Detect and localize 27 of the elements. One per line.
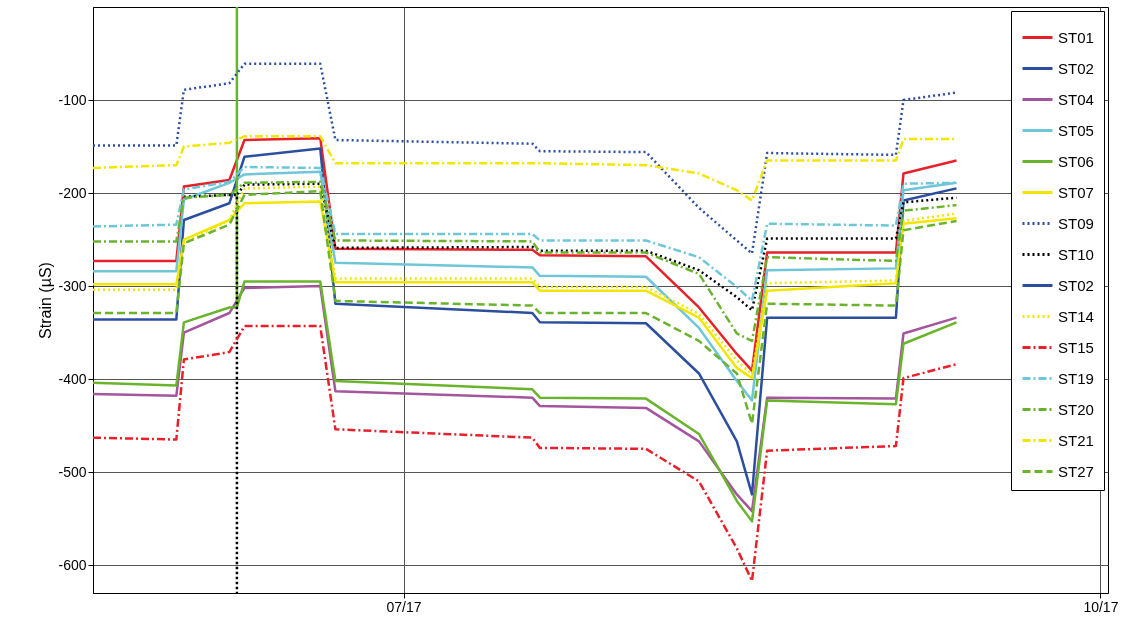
x-tick-label: 10/17	[1083, 598, 1119, 615]
legend-label: ST20	[1058, 400, 1094, 418]
legend-label: ST06	[1058, 152, 1094, 170]
y-tick-label: -400	[58, 370, 87, 387]
line-series	[93, 62, 958, 255]
legend-label: ST21	[1058, 431, 1094, 449]
legend-label: ST04	[1058, 90, 1094, 108]
y-tick-label: -600	[58, 556, 87, 573]
legend-label: ST15	[1058, 338, 1094, 356]
legend-label: ST01	[1058, 28, 1094, 46]
legend-label: ST27	[1058, 462, 1094, 480]
y-axis-title: Strain (µS)	[37, 262, 55, 339]
x-tick-label: 07/17	[386, 598, 422, 615]
legend-label: ST10	[1058, 245, 1094, 263]
line-series	[93, 7, 958, 523]
y-tick-label: -300	[58, 277, 87, 294]
legend-label: ST09	[1058, 214, 1094, 232]
legend-label: ST05	[1058, 121, 1094, 139]
legend-label: ST14	[1058, 307, 1094, 325]
line-series	[93, 324, 958, 583]
y-tick-label: -500	[58, 463, 87, 480]
legend-label: ST19	[1058, 369, 1094, 387]
legend-label: ST02	[1058, 59, 1094, 77]
legend-label: ST07	[1058, 183, 1094, 201]
y-tick-label: -200	[58, 184, 87, 201]
y-tick-label: -100	[58, 91, 87, 108]
legend-label: ST02	[1058, 276, 1094, 294]
